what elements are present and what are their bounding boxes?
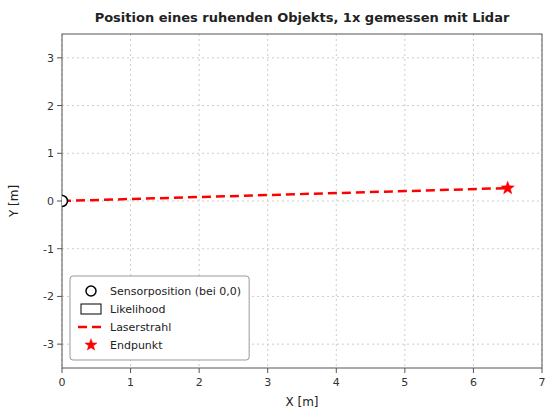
axes: 0 1 2 3 4 5 6 7 -3 -2 -1 0 1 2 3 [43, 34, 545, 389]
plot-frame [62, 34, 542, 368]
grid-line-y [62, 201, 542, 202]
y-axis-label: Y [m] [7, 185, 21, 218]
grid-line-y [62, 248, 542, 249]
legend-swatch [78, 326, 104, 329]
grid-line-x [404, 34, 405, 368]
plot-background [62, 34, 542, 368]
y-tick [57, 105, 62, 106]
x-tick-label: 6 [470, 376, 477, 389]
legend-label: Likelihood [110, 303, 165, 316]
grid [62, 34, 542, 368]
chart: 0 1 2 3 4 5 6 7 -3 -2 -1 0 1 2 3 Position eines ruhende… [0, 0, 560, 420]
legend: Sensorposition (bei 0,0) Likelihood Lasers… [70, 276, 249, 360]
y-tick [57, 201, 62, 202]
grid-line-y [62, 153, 542, 154]
grid-line-y [62, 105, 542, 106]
y-tick-label: 3 [47, 52, 54, 65]
x-tick [62, 368, 63, 373]
x-tick [473, 368, 474, 373]
y-tick-label: -1 [43, 243, 54, 256]
x-tick [336, 368, 337, 373]
x-tick-label: 1 [127, 376, 134, 389]
y-tick-label: -3 [43, 338, 54, 351]
y-tick-label: 2 [47, 100, 54, 113]
y-tick-label: -2 [43, 290, 54, 303]
y-tick [57, 296, 62, 297]
y-tick [57, 344, 62, 345]
title: Position eines ruhenden Objekts, 1x geme… [95, 10, 510, 25]
y-tick-label: 1 [47, 147, 54, 160]
legend-label: Laserstrahl [110, 321, 171, 334]
legend-swatch [81, 304, 101, 314]
legend-swatch [86, 286, 96, 296]
legend-box [70, 276, 249, 360]
y-tick [57, 248, 62, 249]
x-tick [542, 368, 543, 373]
x-axis-label: X [m] [285, 395, 318, 409]
x-tick-label: 4 [333, 376, 340, 389]
line [62, 188, 508, 201]
x-tick [404, 368, 405, 373]
x-tick [199, 368, 200, 373]
data [62, 181, 514, 206]
y-tick [57, 57, 62, 58]
grid-line-x [336, 34, 337, 368]
x-tick-label: 0 [59, 376, 66, 389]
legend-label: Endpunkt [110, 339, 163, 352]
legend-swatch [85, 339, 97, 350]
x-tick [130, 368, 131, 373]
y-tick-label: 0 [47, 195, 54, 208]
x-tick-label: 7 [539, 376, 546, 389]
x-tick-label: 3 [264, 376, 271, 389]
legend-label: Sensorposition (bei 0,0) [110, 285, 241, 298]
x-tick-label: 2 [196, 376, 203, 389]
x-tick-label: 5 [401, 376, 408, 389]
x-tick [267, 368, 268, 373]
point [62, 196, 68, 207]
point [501, 181, 514, 193]
grid-line-y [62, 57, 542, 58]
y-tick [57, 153, 62, 154]
